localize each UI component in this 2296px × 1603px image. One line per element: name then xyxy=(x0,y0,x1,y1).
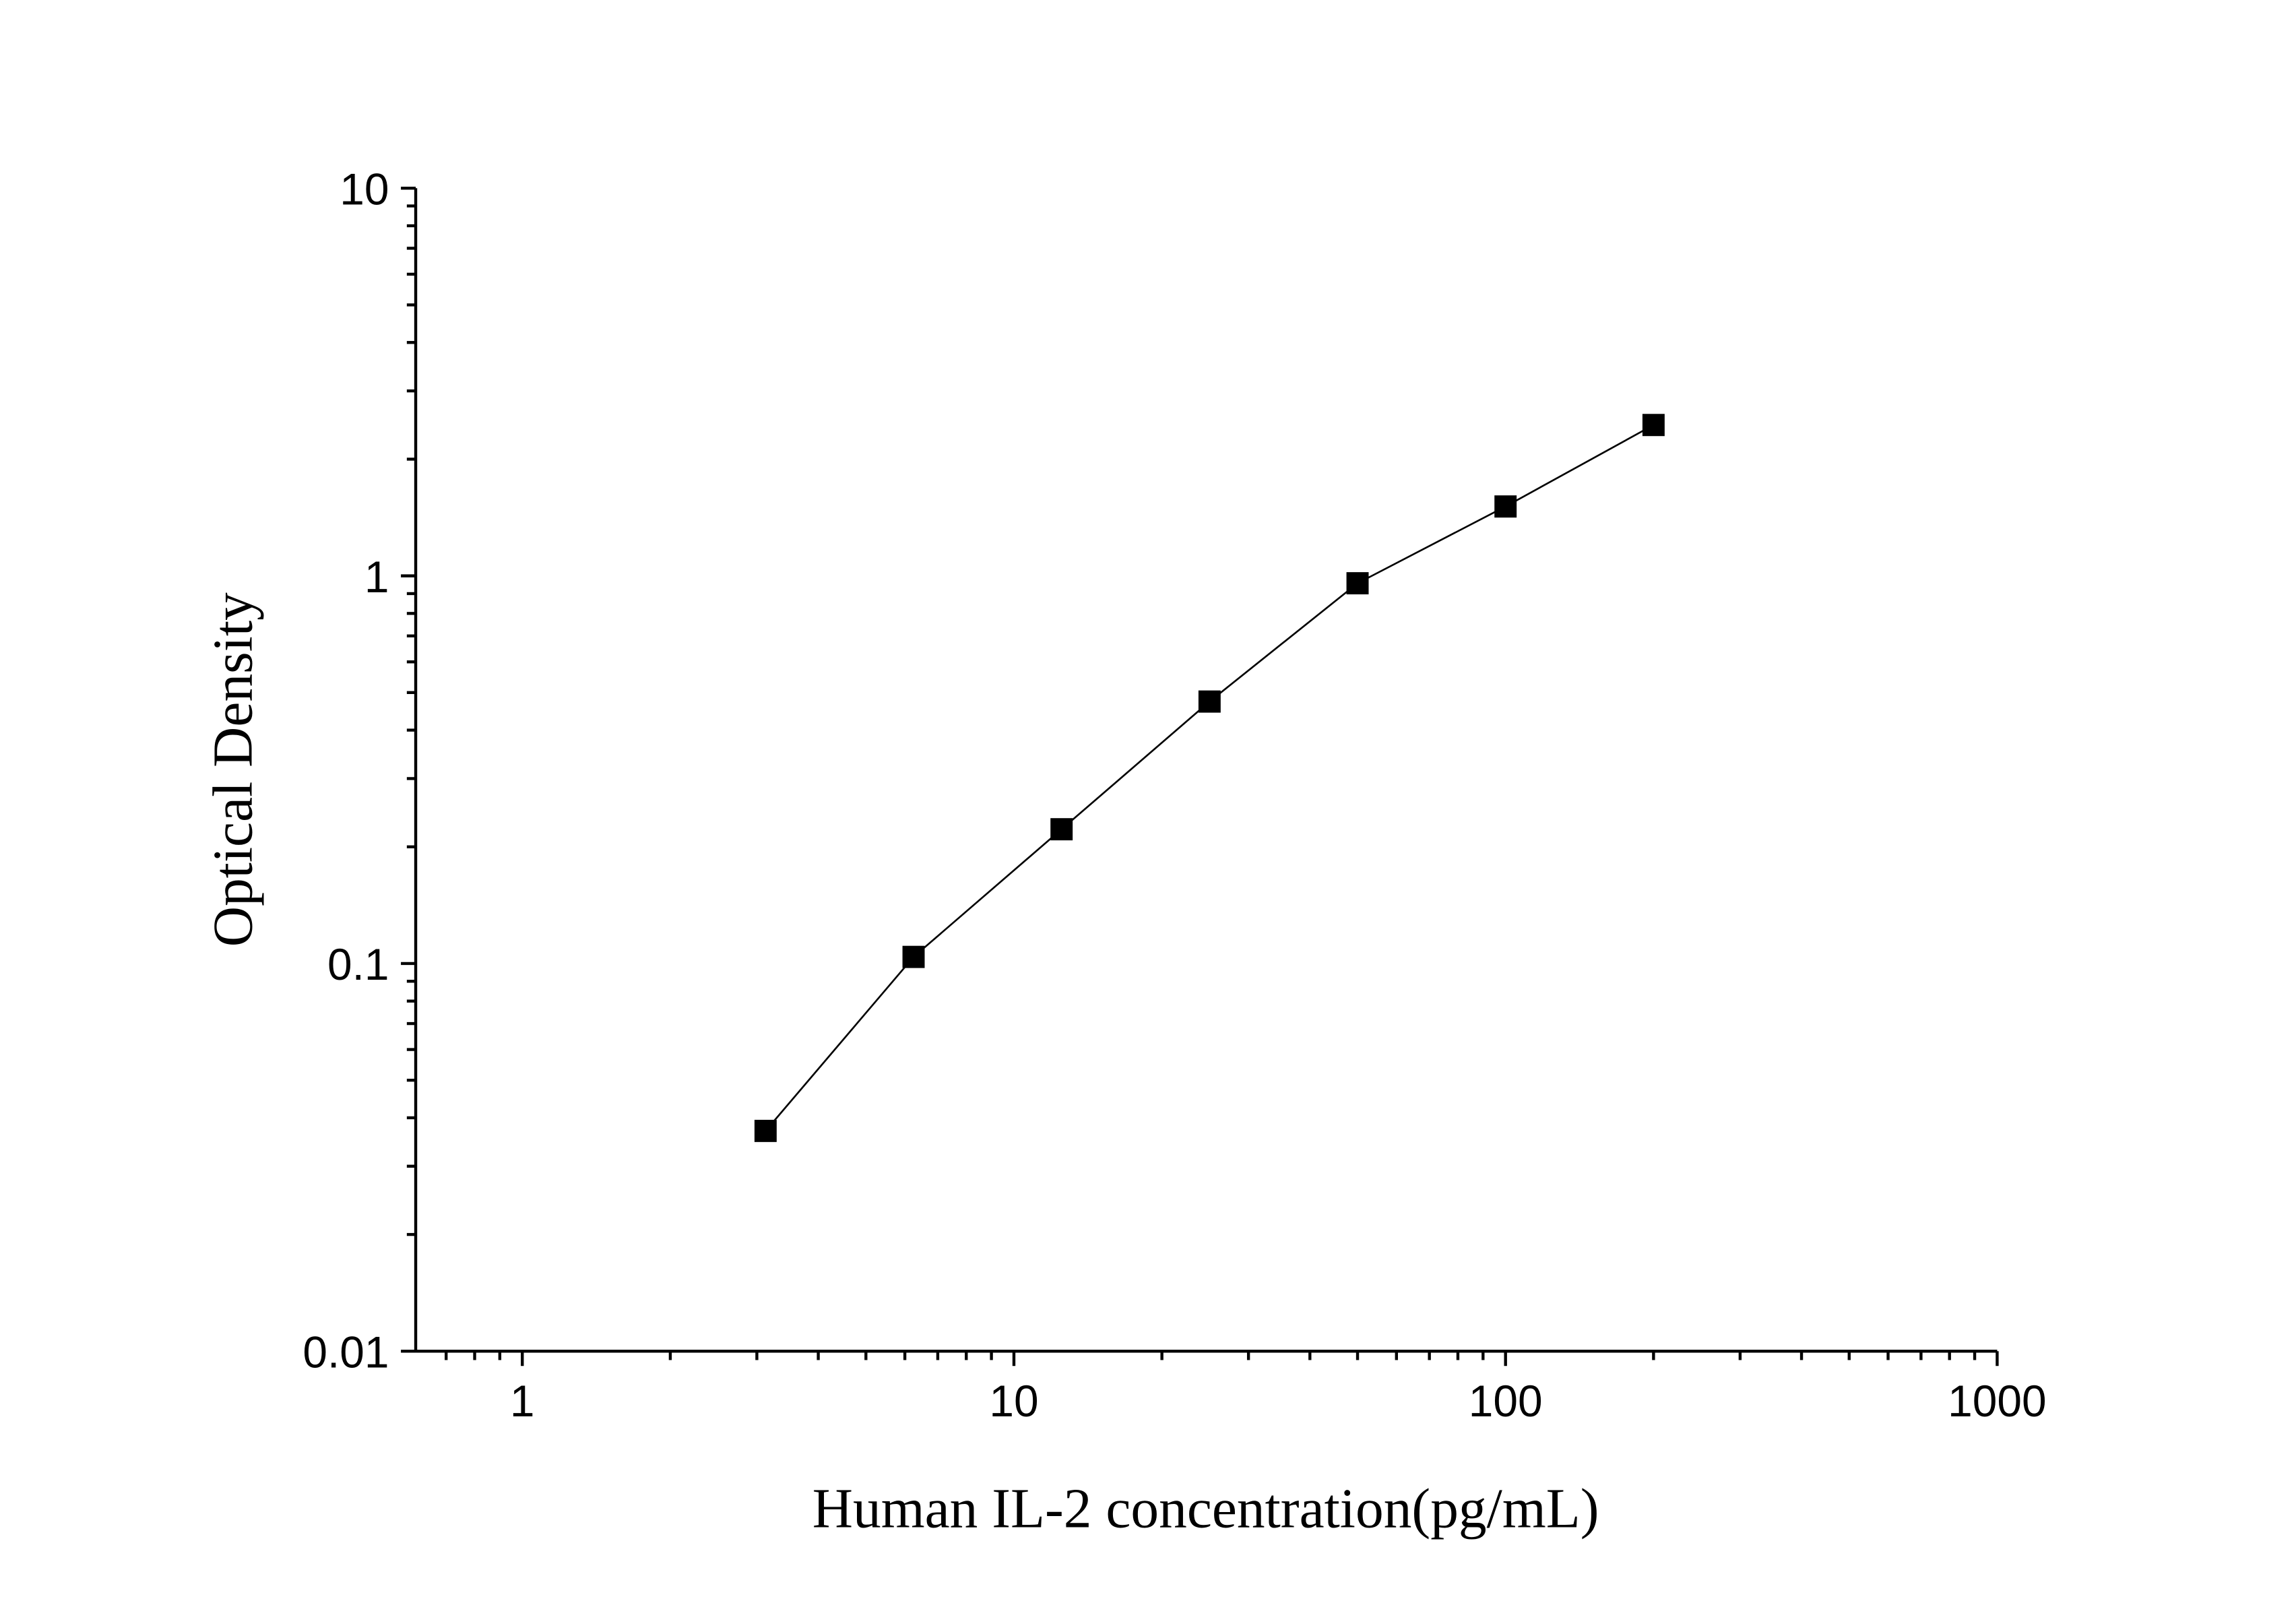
y-tick-label: 10 xyxy=(340,164,389,214)
ticks: 1 10 100 1000 0.01 0.1 1 10 xyxy=(302,164,2046,1425)
data-point xyxy=(1642,414,1665,437)
x-tick-label: 1 xyxy=(510,1376,535,1426)
data-point xyxy=(1198,690,1221,713)
fit-curve xyxy=(765,424,1655,1132)
y-tick-label: 0.1 xyxy=(327,939,389,989)
data-point xyxy=(1494,495,1517,518)
data-point xyxy=(1050,818,1073,841)
data-point xyxy=(902,945,925,968)
data-series xyxy=(754,414,1665,1142)
x-tick-label: 10 xyxy=(989,1376,1038,1426)
x-axis-title: Human IL-2 concentration(pg/mL) xyxy=(812,1478,1599,1540)
x-tick-label: 100 xyxy=(1469,1376,1543,1426)
x-tick-label: 1000 xyxy=(1948,1376,2047,1426)
y-axis-title: Optical Density xyxy=(202,592,264,947)
data-point xyxy=(754,1119,777,1142)
y-tick-label: 1 xyxy=(364,552,389,602)
data-point xyxy=(1346,572,1369,595)
axes xyxy=(414,188,1998,1353)
y-tick-label: 0.01 xyxy=(302,1327,389,1377)
